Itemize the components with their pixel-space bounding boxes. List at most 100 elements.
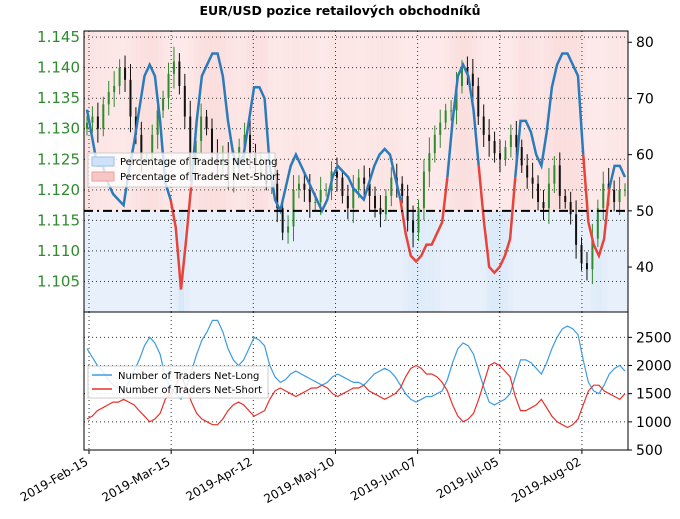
lower-legend-box [87,365,269,399]
short-intensity-band [512,31,519,211]
candle-body [374,195,377,209]
date-tick-label: 2019-May-10 [261,454,336,506]
short-intensity-band [528,31,535,211]
date-axis: 2019-Feb-15 2019-Mar-15 2019-Apr-12 2019-Ma… [18,450,583,506]
candle-body [460,67,463,86]
short-intensity-band [329,31,336,211]
count-tick-label: 1500 [636,387,672,403]
short-intensity-band [261,31,268,211]
short-intensity-band [580,31,587,211]
short-intensity-band [126,31,132,211]
long-intensity-band [408,210,414,312]
short-intensity-band [115,31,122,211]
candle-body [281,208,284,233]
candle-body [618,189,621,203]
candle-body [412,220,415,233]
candle-body [477,85,480,117]
chart-title: EUR/USD pozice retailových obchodníků [199,3,480,18]
short-intensity-band [267,31,273,211]
short-intensity-band [617,31,623,211]
candle-body [488,134,491,141]
short-intensity-band [460,31,467,211]
candle-body [183,85,186,117]
short-intensity-band [147,31,153,211]
candle-body [167,73,170,99]
candle-body [433,134,436,154]
candle-body [542,202,545,209]
upper-legend-box [87,152,276,188]
candle-body [91,116,94,123]
long-intensity-band [497,210,503,312]
candle-body [172,61,175,74]
candle-body [292,189,295,227]
price-tick-label: 1.130 [37,120,80,138]
candle-body [466,67,469,74]
candle-body [613,189,616,203]
short-intensity-band [324,31,331,211]
short-intensity-band [241,31,247,211]
short-intensity-band [293,31,300,211]
short-intensity-band [272,31,279,211]
candle-body [596,208,599,239]
candle-body [471,73,474,86]
short-intensity-band [345,31,352,211]
candle-body [86,122,88,129]
candle-body [352,189,355,209]
price-tick-label: 1.120 [37,181,80,199]
short-intensity-band [141,31,148,211]
candle-body [276,183,279,209]
candle-body [151,134,154,160]
long-intensity-band [403,210,409,312]
short-intensity-band [476,31,482,211]
candle-body [553,165,556,184]
candle-body [205,116,208,129]
candle-body [249,134,252,154]
long-intensity-band [585,210,592,312]
candle-body [585,263,588,270]
net-long-zone [84,210,628,312]
candle-body [308,189,311,203]
lower-legend: Number of Traders Net-Long Number of Tra… [87,365,269,399]
short-intensity-band [575,31,582,211]
candle-body [439,122,442,135]
price-tick-label: 1.145 [37,28,80,46]
percent-axis: 40 50 60 70 80 [628,35,654,276]
candle-body [444,110,447,123]
percent-tick-label: 80 [636,35,654,51]
short-intensity-band [606,31,613,211]
long-intensity-band [429,210,435,312]
candle-body [319,189,322,203]
date-tick-label: 2019-Mar-15 [100,454,173,504]
date-tick-label: 2019-Jul-05 [434,454,501,501]
price-tick-label: 1.125 [37,150,80,168]
candle-body [537,183,540,203]
candle-body [210,128,213,154]
short-intensity-band [188,31,195,211]
long-intensity-band [434,210,441,312]
price-tick-label: 1.105 [37,272,80,290]
legend-label-net-short-count: Number of Traders Net-Short [118,385,262,396]
short-intensity-band [564,31,571,211]
short-intensity-band [105,31,112,211]
price-tick-label: 1.110 [37,242,80,260]
count-tick-label: 2500 [636,330,672,346]
candle-body [526,165,529,178]
candle-body [547,183,550,209]
legend-swatch-net-long [91,156,115,167]
date-tick-label: 2019-Apr-12 [184,454,255,503]
candle-body [140,134,143,160]
candle-body [124,67,127,80]
candle-body [558,165,561,196]
short-intensity-band [382,31,388,211]
short-intensity-band [611,31,618,211]
candle-body [384,195,387,215]
long-intensity-band [596,210,602,312]
candle-body [118,67,121,86]
candle-body [303,183,306,190]
price-tick-label: 1.115 [37,211,80,229]
short-intensity-band [167,31,174,211]
short-intensity-band [230,31,237,211]
candle-body [379,208,382,215]
candle-body [200,116,203,141]
long-intensity-band [418,210,425,312]
